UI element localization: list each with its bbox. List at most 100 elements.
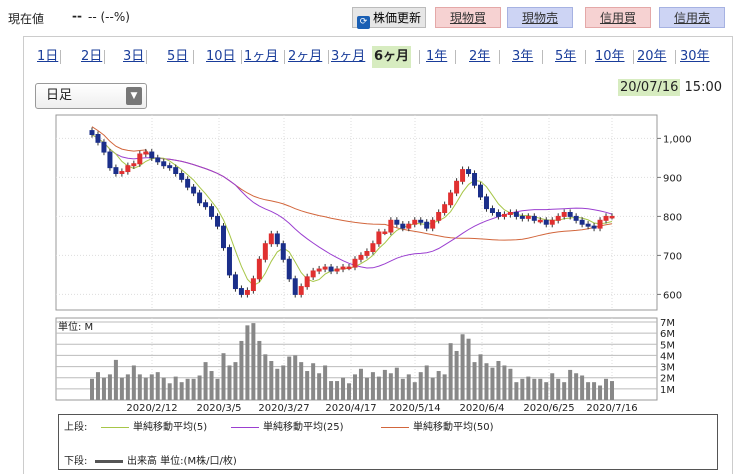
volume-bar [251, 323, 256, 400]
volume-bar [604, 378, 609, 400]
tab-period-1m[interactable]: 1ヶ月 [244, 49, 279, 64]
volume-axis-label: 3M [660, 363, 675, 374]
price-change: -- (--%) [88, 10, 130, 24]
tab-period-3y[interactable]: 3年 [512, 49, 534, 64]
divider [60, 50, 61, 64]
date-axis-label: 2020/4/17 [325, 403, 376, 414]
price-plot-border [55, 114, 658, 311]
volume-bar [412, 382, 417, 400]
volume-bar [358, 368, 363, 400]
tab-period-2y[interactable]: 2年 [469, 49, 491, 64]
candle-body [203, 202, 209, 208]
price-axis-label: 700 [663, 251, 682, 262]
candle-body [298, 286, 304, 295]
candle-body [262, 243, 268, 260]
candle-body [131, 163, 137, 167]
volume-bar [299, 362, 304, 400]
tab-period-2d[interactable]: 2日 [81, 49, 103, 64]
candle-body [412, 219, 418, 225]
candle-body [286, 258, 292, 280]
candle-body [220, 225, 226, 249]
divider [241, 50, 242, 64]
margin-sell-button[interactable]: 信用売 [659, 7, 725, 28]
volume-bar [448, 343, 453, 400]
price-axis-label: 1,000 [663, 134, 692, 145]
margin-buy-button[interactable]: 信用買 [585, 7, 651, 28]
candle-body [215, 215, 221, 227]
chart-legend: 上段: 単純移動平均(5) 単純移動平均(25) 単純移動平均(50) 下段: … [58, 414, 718, 470]
candle-body [394, 219, 400, 225]
tab-period-3d[interactable]: 3日 [123, 49, 145, 64]
volume-bar [173, 376, 178, 400]
volume-bar [394, 367, 399, 400]
divider [633, 50, 634, 64]
volume-bar [400, 378, 405, 400]
volume-bar [442, 374, 447, 400]
candle-body [232, 274, 238, 290]
tab-period-2m[interactable]: 2ヶ月 [288, 49, 323, 64]
tab-period-6m[interactable]: 6ヶ月 [372, 46, 412, 68]
volume-bar [532, 378, 537, 400]
candle-body [167, 165, 173, 169]
volume-bar [538, 378, 543, 400]
genbutsu-sell-button[interactable]: 現物売 [507, 7, 573, 28]
volume-bar [580, 375, 585, 400]
genbutsu-buy-button[interactable]: 現物買 [435, 7, 501, 28]
volume-bar [95, 372, 100, 400]
volume-bar [454, 350, 459, 400]
volume-bar [293, 355, 298, 400]
ma5-swatch [101, 426, 129, 428]
volume-bar [526, 376, 531, 400]
volume-bar [329, 381, 334, 400]
volume-axis-label: 1M [660, 385, 675, 396]
volume-bar [317, 373, 322, 400]
volume-bar [281, 365, 286, 400]
candle-body [525, 215, 531, 219]
candle-body [244, 290, 250, 295]
divider [146, 50, 147, 64]
divider [675, 50, 676, 64]
legend-upper-label: 上段: [64, 422, 88, 433]
volume-bar [179, 382, 184, 400]
tab-period-3m[interactable]: 3ヶ月 [331, 49, 366, 64]
tab-period-10d[interactable]: 10日 [206, 49, 236, 64]
tab-period-10y[interactable]: 10年 [595, 49, 625, 64]
volume-bar [424, 365, 429, 400]
volume-bar [436, 371, 441, 400]
volume-bar [197, 375, 202, 400]
volume-bar [167, 383, 172, 400]
current-price-label: 現在値 [8, 12, 45, 26]
tab-period-1y[interactable]: 1年 [426, 49, 448, 64]
candle-body [442, 204, 448, 213]
volume-bar [215, 378, 220, 400]
tab-period-20y[interactable]: 20年 [637, 49, 667, 64]
candle-type-select[interactable]: 日足 ▼ [35, 83, 147, 109]
legend-volume: 出来高 単位:(M株/口/枚) [91, 452, 237, 467]
candle-body [388, 219, 394, 233]
candle-body [489, 208, 495, 214]
volume-axis-label: 4M [660, 351, 675, 362]
price-axis-label: 600 [663, 290, 682, 301]
candle-body [460, 169, 466, 182]
legend-lower-label: 下段: [64, 456, 88, 467]
candle-body [250, 278, 256, 291]
candle-body [101, 141, 107, 153]
candle-body [376, 231, 382, 245]
volume-bar [149, 374, 154, 400]
candle-body [466, 169, 472, 175]
legend-ma25: 単純移動平均(25) [227, 418, 344, 433]
candle-body [364, 251, 370, 256]
volume-bar [287, 356, 292, 400]
legend-ma50: 単純移動平均(50) [377, 418, 494, 433]
tab-period-5d[interactable]: 5日 [167, 49, 189, 64]
legend-volume-label: 出来高 単位:(M株/口/枚) [127, 456, 237, 467]
tab-period-1d[interactable]: 1日 [37, 49, 59, 64]
candle-body [430, 219, 436, 229]
candle-body [238, 288, 244, 295]
update-price-button[interactable]: ⟳ 株価更新 [352, 7, 426, 29]
volume-bar [352, 374, 357, 400]
tab-period-5y[interactable]: 5年 [555, 49, 577, 64]
tab-period-30y[interactable]: 30年 [680, 49, 710, 64]
volume-bar [556, 378, 561, 400]
candle-type-value: 日足 [46, 88, 73, 103]
